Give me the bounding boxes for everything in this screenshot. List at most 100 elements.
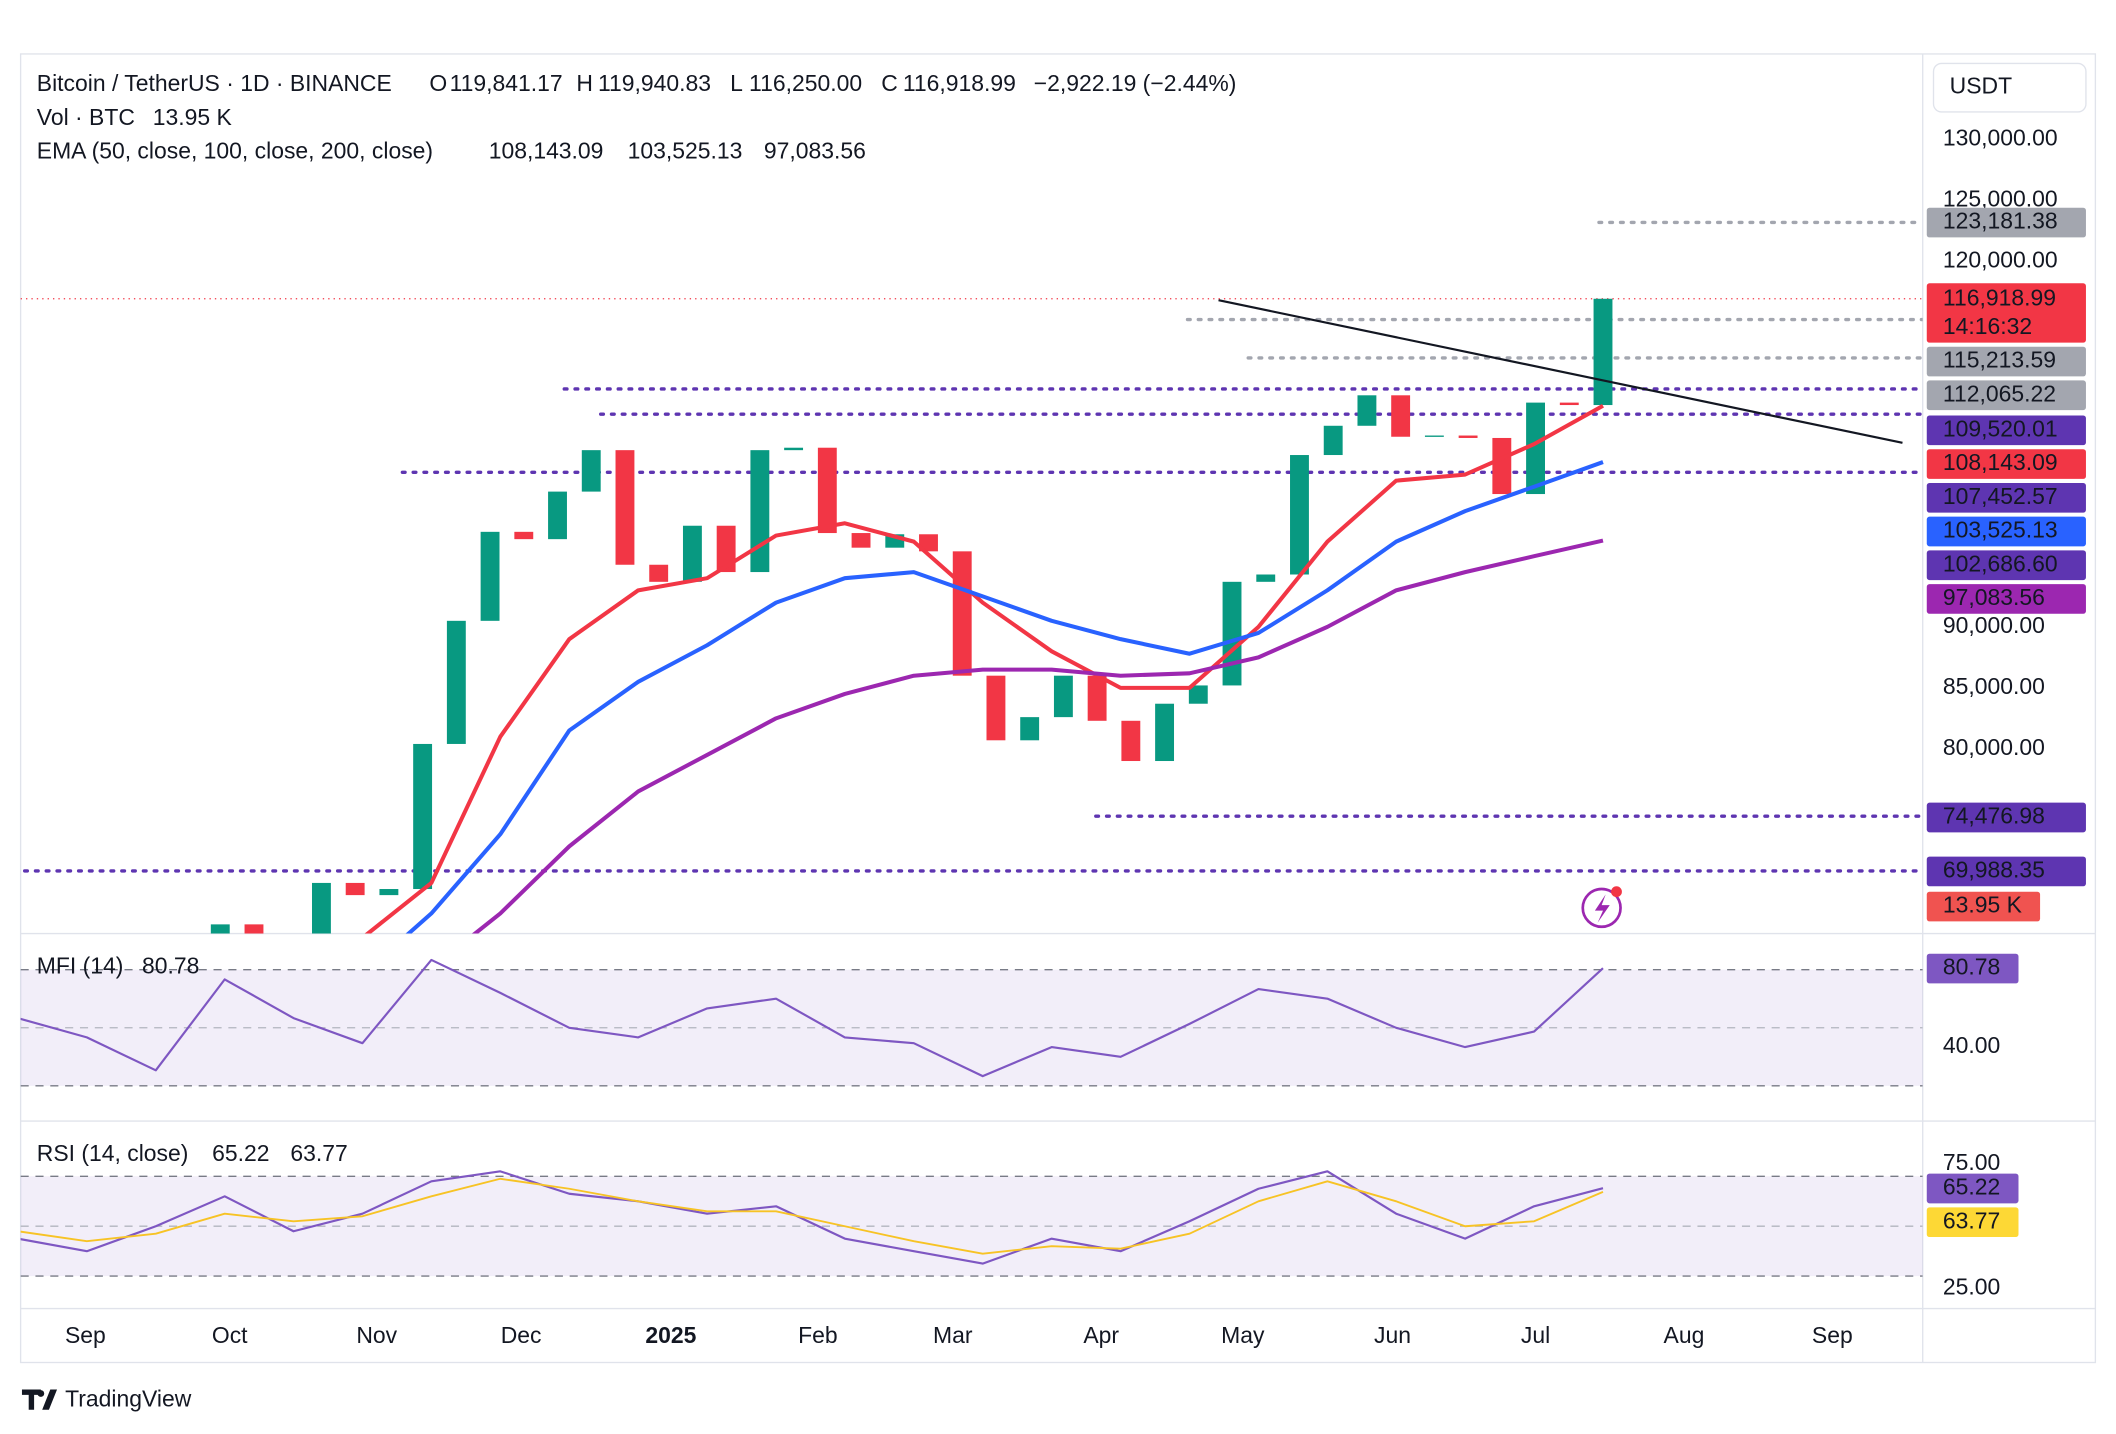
level-badge: 109,520.01 (1943, 415, 2058, 441)
y-tick-label: 25.00 (1943, 1274, 2000, 1300)
legend-text: 116,918.99 (903, 70, 1016, 96)
candle (716, 525, 736, 573)
level-badge: 69,988.35 (1943, 857, 2045, 883)
y-tick-label: 75.00 (1943, 1149, 2000, 1175)
candle (1121, 720, 1141, 762)
mfi-badge-bg (1926, 953, 2019, 984)
level-badge: 115,213.59 (1943, 347, 2056, 373)
candle (210, 924, 230, 934)
candle (1222, 581, 1242, 686)
level-badge-bg (1926, 380, 2086, 411)
candle (278, 957, 297, 958)
candle (379, 889, 399, 896)
x-tick-label: Feb (798, 1322, 838, 1348)
legend-text: L (730, 70, 743, 96)
ema-badge: 103,525.13 (1943, 517, 2058, 543)
candle (851, 533, 871, 548)
x-tick-label: Apr (1083, 1322, 1119, 1348)
y-tick-label: 40.00 (1943, 1032, 2000, 1058)
legend-value: 103,525.13 (628, 138, 743, 164)
rsi-badge: 65.22 (1943, 1174, 2000, 1200)
candle (1593, 298, 1613, 406)
y-tick-label: 120,000.00 (1943, 246, 2058, 272)
candle (986, 675, 1006, 741)
pane-label: RSI (14, close) (37, 1140, 189, 1166)
candle (649, 564, 669, 582)
candle (1290, 455, 1309, 575)
mfi-badge: 80.78 (1943, 954, 2000, 980)
candle (1357, 395, 1377, 426)
pane (20, 1170, 1923, 1277)
candle (615, 450, 635, 565)
x-tick-label: Jul (1521, 1322, 1550, 1348)
legend-text: 13.95 K (153, 104, 233, 130)
legend-text: 119,841.17 (450, 70, 563, 96)
candle (1155, 703, 1175, 762)
legend-text: −2,922.19 (−2.44%) (1034, 70, 1237, 96)
alert-icon[interactable] (1581, 886, 1622, 929)
y-tick-label: 90,000.00 (1943, 612, 2045, 638)
candle (750, 450, 770, 573)
legend-value: 97,083.56 (764, 138, 866, 164)
ema-badge-bg (1926, 516, 2086, 547)
candle (682, 525, 702, 582)
y-tick-label: 80,000.00 (1943, 734, 2045, 760)
x-tick-label: Sep (65, 1322, 106, 1348)
pane-value: 80.78 (142, 952, 199, 978)
candle (548, 491, 567, 540)
brand: TradingView (65, 1385, 192, 1411)
currency-button[interactable] (1932, 62, 2087, 113)
candle (1323, 425, 1343, 456)
x-tick-label: 2025 (645, 1322, 696, 1348)
x-tick-label: Dec (501, 1322, 542, 1348)
candle (446, 620, 466, 744)
candle (952, 551, 972, 676)
ema-badge: 97,083.56 (1943, 584, 2045, 610)
ema-line (471, 538, 1604, 934)
level-badge-bg (1926, 856, 2086, 887)
level-badge: 74,476.98 (1943, 803, 2045, 829)
candle (1087, 675, 1107, 721)
level-badge-bg (1926, 802, 2086, 833)
candle (1492, 437, 1512, 495)
logo[interactable] (21, 1389, 58, 1410)
candle (1188, 685, 1208, 704)
axis-unit: USDT (1950, 73, 2012, 99)
level-badge-bg (1926, 482, 2086, 513)
ema-badge-bg (1926, 449, 2086, 479)
pane-value: 65.22 (212, 1140, 269, 1166)
candle (1458, 435, 1478, 438)
ema-line (405, 460, 1604, 934)
last-price-badge: 116,918.99 (1943, 285, 2056, 311)
x-tick-label: Nov (356, 1322, 397, 1348)
x-tick-label: Aug (1664, 1322, 1705, 1348)
ema-badge: 108,143.09 (1943, 449, 2058, 475)
pane (20, 958, 1923, 1087)
oscillator-line (20, 958, 1604, 1078)
candle (1256, 574, 1276, 582)
y-tick-label: 125,000.00 (1943, 185, 2058, 211)
candle (1391, 395, 1411, 437)
trendline (1218, 299, 1903, 444)
x-tick-label: Oct (212, 1322, 248, 1348)
x-tick-label: Mar (933, 1322, 973, 1348)
level-badge-bg (1926, 207, 2086, 238)
legend-text: O (429, 70, 447, 96)
last-price-badge-bg (1926, 283, 2086, 343)
level-badge: 123,181.38 (1943, 208, 2058, 234)
x-tick-label: May (1221, 1322, 1265, 1348)
ema-line (364, 404, 1604, 934)
rsi-signal-badge: 63.77 (1943, 1207, 2000, 1233)
y-tick-label: 130,000.00 (1943, 124, 2058, 150)
pane-value: 63.77 (290, 1140, 347, 1166)
legend-text: Vol · BTC (37, 104, 135, 130)
candle (1053, 675, 1073, 718)
candle (581, 450, 601, 492)
legend-text: 119,940.83 (598, 70, 711, 96)
legend-text: 116,250.00 (749, 70, 862, 96)
legend-value: 108,143.09 (489, 138, 604, 164)
volume-badge-bg (1926, 891, 2041, 922)
candle (1424, 435, 1444, 437)
